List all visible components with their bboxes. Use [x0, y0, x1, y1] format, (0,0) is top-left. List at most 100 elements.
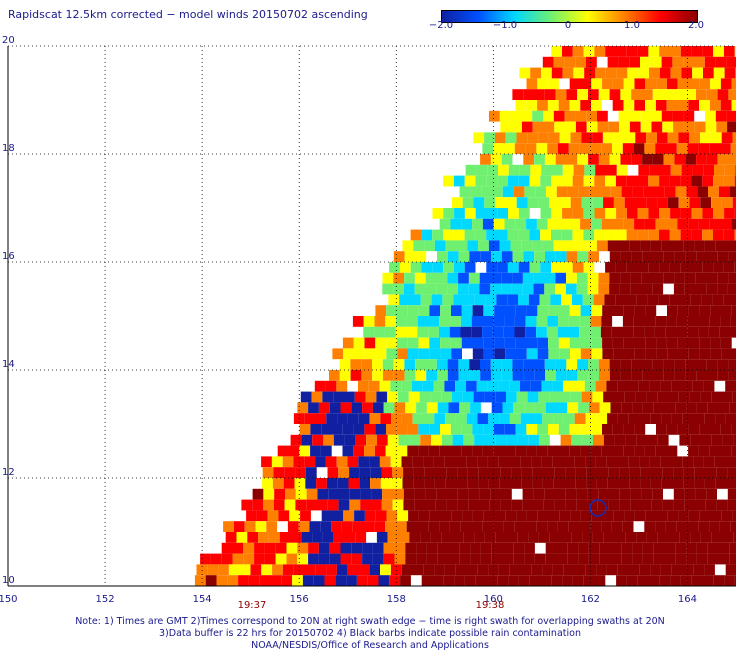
swath-cell — [688, 316, 699, 327]
swath-cell — [582, 392, 593, 403]
swath-cell — [663, 273, 674, 284]
swath-cell — [353, 446, 364, 457]
swath-cell — [522, 500, 533, 511]
swath-cell — [566, 489, 577, 500]
swath-cell — [447, 273, 458, 284]
swath-cell — [717, 284, 728, 295]
swath-cell — [679, 435, 690, 446]
swath-cell — [658, 435, 669, 446]
swath-cell — [416, 554, 427, 565]
swath-cell — [295, 467, 306, 478]
swath-cell — [581, 305, 592, 316]
swath-cell — [482, 521, 493, 532]
swath-cell — [729, 543, 736, 554]
swath-cell — [627, 68, 638, 79]
swath-cell — [641, 467, 652, 478]
swath-cell — [397, 510, 408, 521]
swath-cell — [432, 294, 443, 305]
swath-cell — [599, 154, 610, 165]
swath-cell — [702, 176, 713, 187]
swath-cell — [578, 186, 589, 197]
swath-cell — [610, 370, 621, 381]
swath-cell — [459, 251, 470, 262]
lat-tick-label: 20 — [2, 35, 15, 46]
lon-tick-label: 156 — [290, 594, 309, 605]
swath-cell — [429, 305, 440, 316]
swath-cell — [492, 543, 503, 554]
swath-cell — [348, 456, 359, 467]
swath-cell — [449, 402, 460, 413]
swath-cell — [607, 564, 618, 575]
swath-cell — [705, 478, 716, 489]
swath-cell — [342, 521, 353, 532]
swath-cell — [698, 327, 709, 338]
swath-cell — [540, 294, 551, 305]
swath-cell — [523, 359, 534, 370]
swath-cell — [575, 111, 586, 122]
swath-cell — [415, 251, 426, 262]
swath-cell — [595, 165, 606, 176]
swath-cell — [478, 413, 489, 424]
swath-cell — [465, 575, 476, 586]
swath-cell — [717, 500, 728, 511]
swath-cell — [731, 521, 736, 532]
swath-cell — [659, 230, 670, 241]
swath-cell — [725, 68, 736, 79]
swath-cell — [501, 273, 512, 284]
swath-cell — [698, 521, 709, 532]
swath-cell — [397, 305, 408, 316]
swath-cell — [497, 208, 508, 219]
swath-cell — [591, 338, 602, 349]
swath-cell — [571, 532, 582, 543]
swath-cell — [482, 327, 493, 338]
swath-cell — [651, 240, 662, 251]
swath-cell — [359, 564, 370, 575]
swath-cell — [584, 575, 595, 586]
swath-cell — [621, 370, 632, 381]
swath-cell — [550, 532, 561, 543]
swath-cell — [589, 543, 600, 554]
swath-cell — [656, 100, 667, 111]
swath-cell — [326, 413, 337, 424]
swath-cell — [551, 176, 562, 187]
swath-cell — [439, 327, 450, 338]
swath-cell — [623, 446, 634, 457]
swath-cell — [619, 240, 630, 251]
swath-cell — [672, 57, 683, 68]
swath-cell — [602, 219, 613, 230]
swath-cell — [603, 132, 614, 143]
swath-cell — [447, 489, 458, 500]
swath-cell — [623, 219, 634, 230]
swath-cell — [447, 500, 458, 511]
swath-cell — [709, 327, 720, 338]
swath-cell — [372, 370, 383, 381]
swath-cell — [641, 122, 652, 133]
swath-cell — [617, 165, 628, 176]
swath-cell — [599, 89, 610, 100]
swath-cell — [548, 338, 559, 349]
swath-cell — [698, 143, 709, 154]
swath-cell — [505, 305, 516, 316]
swath-cell — [731, 143, 736, 154]
swath-cell — [226, 532, 237, 543]
swath-cell — [383, 359, 394, 370]
swath-cell — [724, 176, 735, 187]
swath-cell — [544, 489, 555, 500]
swath-cell — [476, 176, 487, 187]
swath-cell — [645, 100, 656, 111]
swath-cell — [705, 57, 716, 68]
swath-cell — [613, 446, 624, 457]
swath-cell — [538, 197, 549, 208]
swath-cell — [310, 521, 321, 532]
swath-cell — [678, 305, 689, 316]
swath-cell — [696, 89, 707, 100]
swath-cell — [557, 554, 568, 565]
swath-cell — [725, 381, 736, 392]
swath-cell — [462, 338, 473, 349]
swath-cell — [675, 543, 686, 554]
swath-cell — [508, 208, 519, 219]
swath-cell — [370, 413, 381, 424]
swath-cell — [690, 197, 701, 208]
swath-cell — [713, 176, 724, 187]
swath-cell — [246, 510, 257, 521]
